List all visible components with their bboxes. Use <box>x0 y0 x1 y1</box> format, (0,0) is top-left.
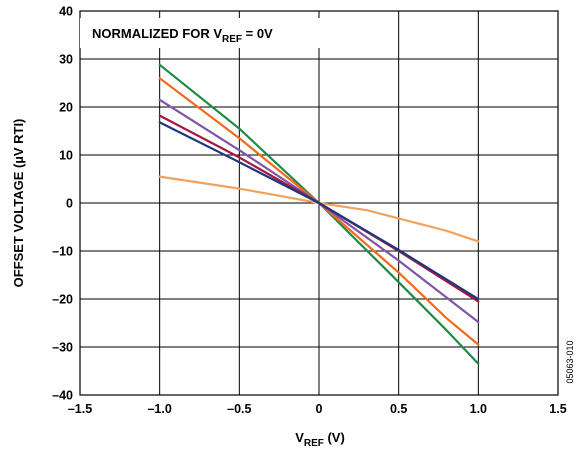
series-line-6 <box>158 121 480 301</box>
figure-id: 05063-010 <box>565 340 575 383</box>
x-tick-label: –0.5 <box>227 402 251 416</box>
y-tick-label: –40 <box>52 389 73 403</box>
x-tick-label: 1.5 <box>549 402 566 416</box>
series-line-3 <box>158 77 480 346</box>
y-tick-label: 40 <box>59 5 73 19</box>
y-tick-label: –20 <box>52 293 73 307</box>
y-axis-title: OFFSET VOLTAGE (µV RTI) <box>11 119 26 288</box>
x-axis-title: VREF (V) <box>295 430 345 449</box>
y-tick-label: 10 <box>59 149 73 163</box>
x-tick-label: –1.0 <box>147 402 171 416</box>
y-tick-label: –30 <box>52 341 73 355</box>
x-tick-label: 1.0 <box>470 402 487 416</box>
annotation-box: NORMALIZED FOR VREF = 0V <box>80 18 338 48</box>
plot-frame <box>79 10 559 396</box>
x-tick-label: –1.5 <box>68 402 92 416</box>
y-tick-label: 30 <box>59 53 73 67</box>
x-tick-label: 0.5 <box>390 402 407 416</box>
y-tick-labels: 40 30 20 10 0 –10 –20 –30 –40 <box>52 5 73 403</box>
series-line-1 <box>158 175 480 243</box>
series-line-2 <box>158 63 480 365</box>
series-lines <box>158 63 480 365</box>
x-tick-labels: –1.5 –1.0 –0.5 0 0.5 1.0 1.5 <box>68 402 567 416</box>
x-tick-label: 0 <box>316 402 323 416</box>
y-tick-label: 20 <box>59 101 73 115</box>
y-tick-label: 0 <box>66 197 73 211</box>
y-tick-label: –10 <box>52 245 73 259</box>
annotation-text: NORMALIZED FOR VREF = 0V <box>92 26 273 45</box>
